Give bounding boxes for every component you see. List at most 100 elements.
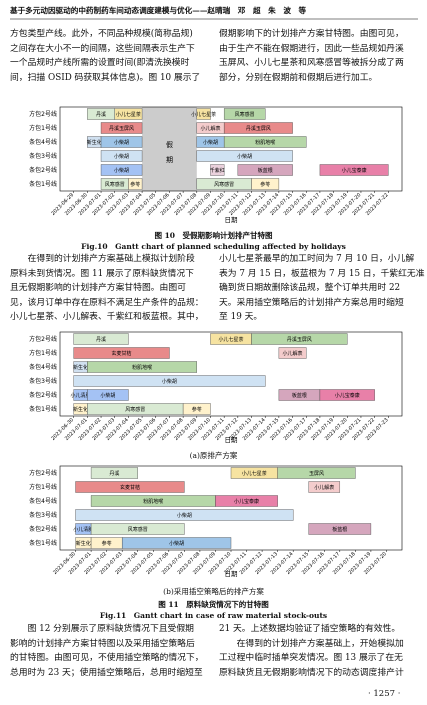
body-line: 由于生产不能在假期进行，因此一些品规如丹溪: [219, 43, 404, 54]
body-line: 小儿七星茶最早的加工时间为 7 月 10 日，小儿解: [219, 254, 415, 264]
body-line: 部分，分别在假期前和假期后进行加工。: [219, 72, 378, 83]
task-label: 粉肌地喉: [143, 498, 163, 505]
plot-frame: [59, 331, 403, 417]
task-label: 玉屏风: [309, 471, 324, 477]
task-label: 玄麦甘桔: [112, 350, 132, 357]
task-label: 小柴胡: [114, 167, 129, 174]
task-label: 板蓝根: [332, 526, 347, 533]
task-bar: [128, 178, 143, 190]
task-bar: [73, 333, 129, 345]
task-label: 小儿清肺: [71, 392, 91, 399]
holiday-band: [142, 107, 197, 191]
row-label: 条包3号线: [29, 377, 57, 385]
body-line: 玉屏风、小儿七星茶和风寒感冒等被拆分成了两: [219, 58, 404, 68]
task-bar: [121, 537, 232, 549]
task-bar: [308, 523, 372, 535]
task-bar: [251, 178, 280, 190]
row-label: 方包2号线: [29, 110, 57, 118]
task-label: 参苓: [102, 540, 112, 547]
x-axis-label: 日期: [225, 436, 239, 444]
task-label: 小柴胡: [177, 512, 192, 519]
body-line: 间，扫描 OSID 码获取其体信息)。图 10 展示了: [10, 72, 201, 83]
row-label: 条包1号线: [29, 539, 57, 547]
task-bar: [215, 495, 278, 507]
task-bar: [114, 108, 143, 120]
task-label: 新生化: [76, 540, 91, 547]
task-bar: [308, 481, 341, 493]
caption-cn: 图 10 受假期影响计划排产甘特图: [154, 231, 273, 240]
row-label: 条包2号线: [29, 166, 57, 174]
body-line: 工过程中临时插单突发情况。图 13 展示了在无: [219, 653, 403, 663]
body-line: 总用时为 23 天；使用插空策略后，总用时缩短至: [10, 667, 203, 678]
task-label: 参苓: [192, 406, 202, 413]
body-line: 原料未到货情况。图 11 展示了原料缺货情况下: [10, 268, 194, 279]
page-number: · 1257 ·: [368, 689, 401, 699]
task-bar: [210, 164, 225, 176]
task-label: 粉肌地喉: [255, 139, 275, 146]
task-label: 新生化: [87, 139, 102, 146]
body-line: 至 19 天。: [219, 312, 263, 322]
task-label: 小儿清肺: [73, 526, 93, 533]
task-label: 风寒感冒: [105, 181, 125, 188]
task-label: 千紫红: [210, 167, 225, 174]
row-label: 条包2号线: [29, 525, 57, 533]
task-label: 小儿宝泰康: [234, 498, 259, 505]
task-label: 小儿七星茶: [242, 470, 267, 477]
task-bar: [223, 136, 307, 148]
row-label: 方包1号线: [29, 349, 57, 357]
body-line: 在得到的计划排产方案基础上，开始模拟加: [219, 638, 404, 649]
task-label: 小柴胡: [169, 540, 184, 547]
row-label: 条包4号线: [29, 363, 57, 371]
body-line: 之间存在大小不一的间隔，这些间隔表示生产下: [10, 43, 195, 54]
row-label: 条包3号线: [29, 152, 57, 160]
task-label: 参苓: [130, 181, 140, 188]
row-label: 条包4号线: [29, 138, 57, 146]
body-line: 表为 7 月 15 日，板蓝根为 7 月 15 日，千紫红无准: [219, 268, 425, 279]
body-line: 确到货日期故删除该品规，整个订单共用时 22: [219, 283, 401, 293]
task-label: 小儿七星茶: [191, 111, 216, 118]
body-line: 的甘特图。由图可见，不使用插空策略的情况下，: [10, 653, 204, 663]
task-bar: [100, 136, 143, 148]
task-label: 小儿解表: [314, 484, 334, 491]
x-axis-label: 日期: [225, 216, 239, 224]
subcaption: (a)原排产方案: [189, 451, 238, 460]
task-bar: [277, 467, 356, 479]
task-label: 小儿解表: [283, 350, 303, 357]
body-line: 天。采用插空策略后的计划排产方案总用时缩短: [219, 297, 404, 308]
task-label: 风寒感冒: [214, 181, 234, 188]
task-label: 丹溪玉屏风: [109, 125, 134, 132]
row-label: 条包1号线: [29, 180, 57, 188]
task-bar: [223, 108, 266, 120]
task-bar: [75, 509, 294, 521]
row-label: 条包1号线: [29, 405, 57, 413]
body-line: 图 12 分别展示了原料缺货情况下且受假期: [10, 624, 194, 634]
task-bar: [73, 375, 266, 387]
task-bar: [196, 108, 211, 120]
task-label: 风寒感冒: [128, 526, 148, 533]
x-axis-label: 日期: [225, 570, 239, 578]
task-bar: [73, 347, 170, 359]
task-bar: [196, 150, 293, 162]
task-label: 丹溪: [96, 336, 106, 343]
body-line: 小儿七星茶、小儿解表、千紫红和板蓝根。其中，: [10, 312, 204, 322]
task-label: 小柴胡: [114, 139, 129, 146]
task-label: 小儿宝泰康: [342, 167, 367, 174]
holiday-label: 假期: [165, 140, 173, 171]
body-line: 一个品规时产线所需的设置时间(即清洗换模时: [10, 58, 190, 68]
task-bar: [100, 122, 143, 134]
plot-frame: [59, 106, 403, 192]
task-label: 小儿解表: [200, 125, 220, 132]
task-bar: [251, 333, 348, 345]
task-label: 小柴胡: [162, 378, 177, 385]
task-label: 小儿七星茶: [218, 336, 243, 343]
body-line: 方包类型产线。此外，不同品种规模(简称品规): [10, 29, 193, 39]
row-label: 条包4号线: [29, 497, 57, 505]
body-line: 21 天。上述数据均验证了插空策略的有效性。: [219, 624, 401, 634]
caption-en: Fig.10 Gantt chart of planned scheduling…: [81, 242, 346, 251]
task-label: 风寒感冒: [235, 111, 255, 118]
task-bar: [90, 523, 185, 535]
task-label: 小柴胡: [237, 153, 252, 160]
row-label: 条包2号线: [29, 391, 57, 399]
task-label: 参苓: [260, 181, 270, 188]
